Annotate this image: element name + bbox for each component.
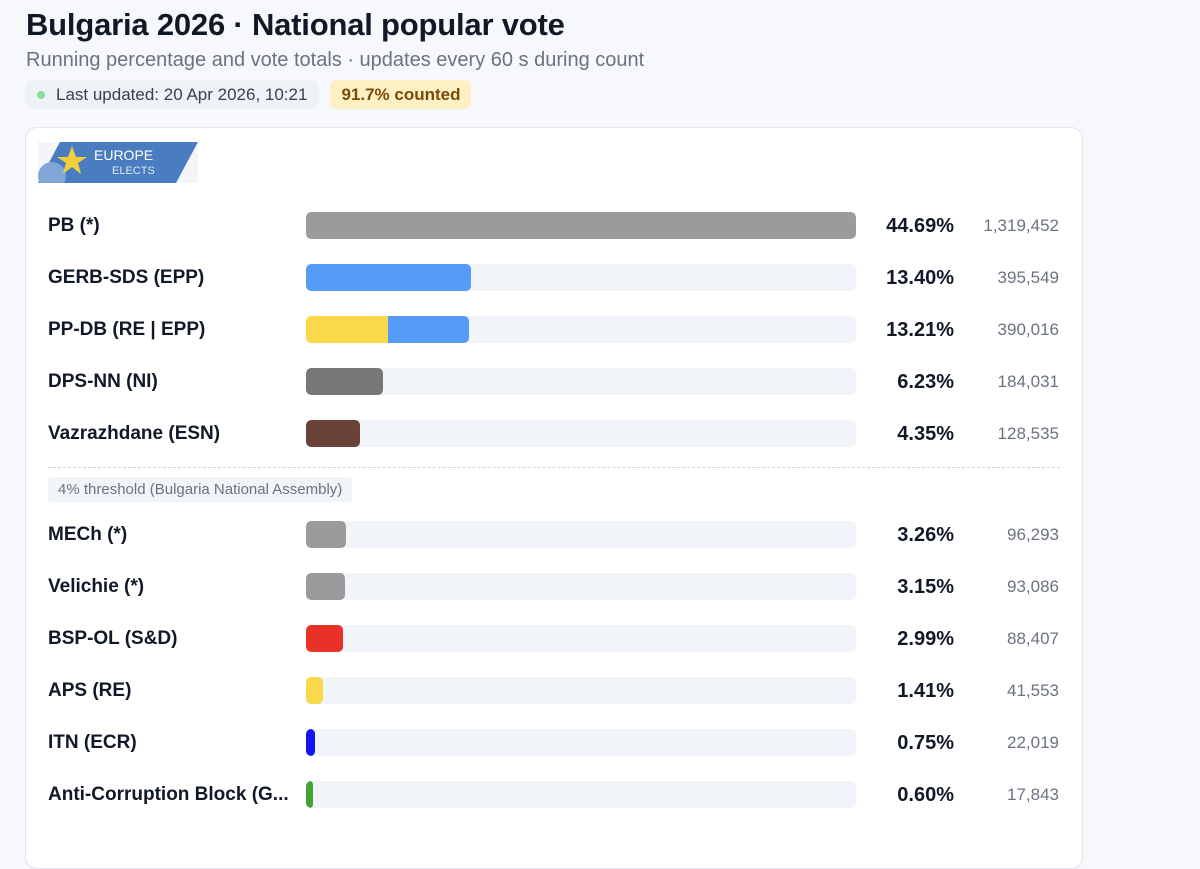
- party-votes: 1,319,452: [983, 216, 1059, 235]
- last-updated-text: Last updated: 20 Apr 2026, 10:21: [56, 84, 308, 104]
- party-name: MECh (*): [48, 524, 128, 545]
- party-name: PP-DB (RE | EPP): [48, 319, 206, 340]
- europe-elects-logo: EUROPE ELECTS: [38, 142, 198, 183]
- party-votes: 93,086: [1007, 577, 1059, 596]
- page-title: Bulgaria 2026 · National popular vote: [26, 7, 565, 42]
- logo-text-line2: ELECTS: [112, 165, 155, 177]
- bar-segment: [388, 316, 469, 343]
- logo-text-line1: EUROPE: [94, 147, 153, 163]
- bar-track: [306, 212, 856, 239]
- bar-segment: [306, 368, 383, 395]
- bar-track: [306, 573, 856, 600]
- status-bar: Last updated: 20 Apr 2026, 10:21 91.7% c…: [26, 80, 1176, 109]
- party-name: Velichie (*): [48, 576, 145, 597]
- party-row: APS (RE) 1.41% 41,553: [48, 677, 1060, 705]
- counted-badge: 91.7% counted: [330, 80, 472, 109]
- bar-segment: [306, 729, 315, 756]
- party-percent: 1.41%: [897, 680, 954, 702]
- party-percent: 3.15%: [897, 576, 954, 598]
- party-row: Vazrazhdane (ESN) 4.35% 128,535: [48, 420, 1060, 448]
- party-row: BSP-OL (S&D) 2.99% 88,407: [48, 625, 1060, 653]
- party-votes: 184,031: [997, 372, 1059, 391]
- party-percent: 13.40%: [886, 267, 954, 289]
- party-name: Vazrazhdane (ESN): [48, 423, 221, 444]
- party-percent: 44.69%: [886, 215, 954, 237]
- party-row: DPS-NN (NI) 6.23% 184,031: [48, 368, 1060, 396]
- party-percent: 6.23%: [897, 371, 954, 393]
- party-votes: 41,553: [1007, 681, 1059, 700]
- party-votes: 395,549: [997, 268, 1059, 287]
- party-row: ITN (ECR) 0.75% 22,019: [48, 729, 1060, 757]
- party-percent: 2.99%: [897, 628, 954, 650]
- party-votes: 128,535: [997, 424, 1059, 443]
- party-votes: 17,843: [1007, 785, 1059, 804]
- party-row: Velichie (*) 3.15% 93,086: [48, 573, 1060, 601]
- party-name: PB (*): [48, 215, 100, 236]
- party-name: GERB-SDS (EPP): [48, 267, 205, 288]
- party-name: ITN (ECR): [48, 732, 137, 753]
- party-name: DPS-NN (NI): [48, 371, 158, 392]
- party-name: BSP-OL (S&D): [48, 628, 178, 649]
- bar-segment: [306, 573, 345, 600]
- party-votes: 96,293: [1007, 525, 1059, 544]
- bar-track: [306, 781, 856, 808]
- results-card: EUROPE ELECTS PB (*) 44.69% 1,319,452 GERB-…: [25, 127, 1083, 869]
- party-percent: 3.26%: [897, 524, 954, 546]
- bar-segment: [306, 212, 856, 239]
- last-updated-badge: Last updated: 20 Apr 2026, 10:21: [26, 80, 319, 109]
- bar-segment: [306, 781, 313, 808]
- party-percent: 0.60%: [897, 784, 954, 806]
- bar-segment: [306, 521, 346, 548]
- page-header: Bulgaria 2026 · National popular vote Ru…: [26, 6, 1176, 109]
- party-row: GERB-SDS (EPP) 13.40% 395,549: [48, 264, 1060, 292]
- party-percent: 4.35%: [897, 423, 954, 445]
- party-votes: 22,019: [1007, 733, 1059, 752]
- bar-segment: [306, 316, 388, 343]
- bar-segment: [306, 264, 471, 291]
- party-row: Anti-Corruption Block (G... 0.60% 17,843: [48, 781, 1060, 809]
- threshold-divider: [48, 467, 1060, 468]
- bar-segment: [306, 677, 323, 704]
- party-row: MECh (*) 3.26% 96,293: [48, 521, 1060, 549]
- bar-track: [306, 420, 856, 447]
- party-votes: 390,016: [997, 320, 1059, 339]
- party-name: Anti-Corruption Block (G...: [48, 784, 289, 805]
- live-dot-icon: [37, 90, 45, 99]
- bar-segment: [306, 420, 360, 447]
- party-percent: 13.21%: [886, 319, 954, 341]
- party-row: PB (*) 44.69% 1,319,452: [48, 212, 1060, 240]
- bar-track: [306, 368, 856, 395]
- party-row: PP-DB (RE | EPP) 13.21% 390,016: [48, 316, 1060, 344]
- bar-segment: [306, 625, 343, 652]
- party-percent: 0.75%: [897, 732, 954, 754]
- page-subtitle: Running percentage and vote totals · upd…: [26, 49, 645, 71]
- party-name: APS (RE): [48, 680, 132, 701]
- bar-track: [306, 521, 856, 548]
- bar-track: [306, 729, 856, 756]
- bar-track: [306, 264, 856, 291]
- party-votes: 88,407: [1007, 629, 1059, 648]
- threshold-label: 4% threshold (Bulgaria National Assembly…: [48, 477, 353, 502]
- bar-track: [306, 316, 856, 343]
- bar-track: [306, 677, 856, 704]
- bar-track: [306, 625, 856, 652]
